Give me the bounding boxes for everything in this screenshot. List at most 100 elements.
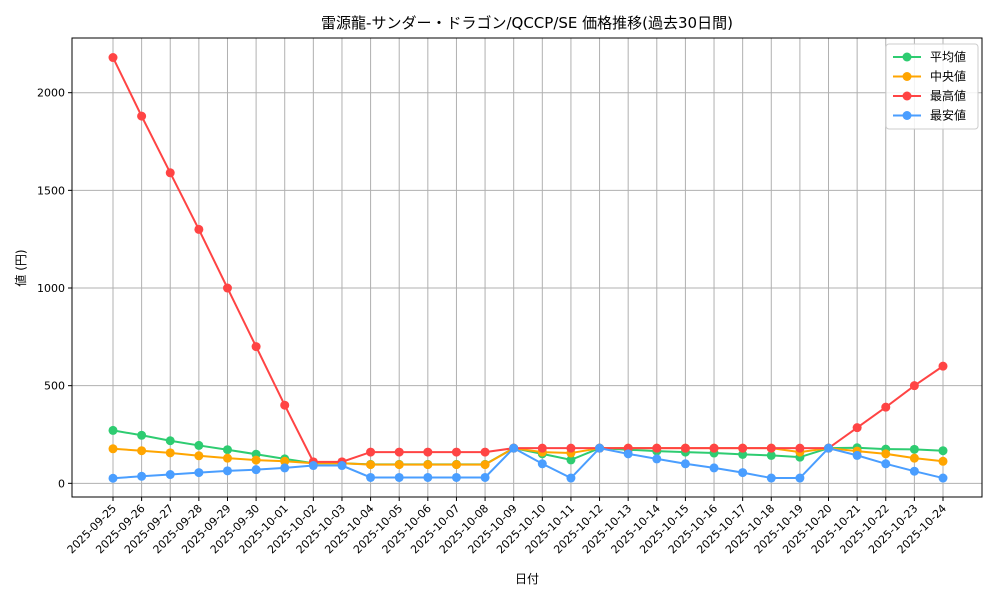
chart-title: 雷源龍-サンダー・ドラゴン/QCCP/SE 価格推移(過去30日間)	[321, 14, 733, 32]
data-point	[566, 443, 576, 453]
data-point	[938, 473, 948, 483]
data-point	[881, 402, 891, 412]
data-point	[680, 459, 690, 469]
data-point	[108, 425, 118, 435]
data-point	[280, 400, 290, 410]
data-point	[137, 430, 147, 440]
series-2	[108, 53, 948, 467]
data-point	[108, 444, 118, 454]
data-point	[222, 453, 232, 463]
data-point	[623, 449, 633, 459]
legend-label: 最安値	[930, 108, 966, 123]
data-point	[881, 459, 891, 469]
data-point	[251, 455, 261, 465]
x-axis-label: 日付	[515, 572, 539, 586]
data-point	[137, 111, 147, 121]
data-point	[738, 449, 748, 459]
data-point	[738, 443, 748, 453]
data-point	[709, 463, 719, 473]
y-tick-label: 1000	[37, 282, 65, 295]
y-tick-label: 500	[44, 380, 65, 393]
legend-marker	[902, 52, 912, 62]
data-point	[251, 342, 261, 352]
legend-label: 最高値	[930, 88, 966, 103]
data-point	[537, 443, 547, 453]
data-point	[165, 470, 175, 480]
data-point	[394, 460, 404, 470]
data-point	[165, 436, 175, 446]
data-point	[909, 466, 919, 476]
data-point	[366, 447, 376, 457]
data-point	[165, 168, 175, 178]
data-point	[194, 440, 204, 450]
data-point	[222, 466, 232, 476]
data-point	[366, 460, 376, 470]
data-point	[766, 450, 776, 460]
data-point	[222, 445, 232, 455]
data-point	[194, 468, 204, 478]
data-point	[709, 443, 719, 453]
data-point	[652, 454, 662, 464]
data-point	[881, 449, 891, 459]
data-point	[366, 472, 376, 482]
data-point	[652, 443, 662, 453]
data-point	[451, 472, 461, 482]
data-point	[566, 455, 576, 465]
series-line	[112, 447, 944, 466]
data-point	[595, 443, 605, 453]
data-point	[566, 473, 576, 483]
y-axis-label: 値 (円)	[13, 249, 28, 286]
plot-frame	[71, 37, 983, 498]
legend-marker	[902, 91, 912, 101]
data-point	[909, 381, 919, 391]
data-point	[137, 471, 147, 481]
data-point	[251, 465, 261, 475]
data-point	[165, 448, 175, 458]
data-point	[938, 446, 948, 456]
data-point	[194, 224, 204, 234]
data-point	[108, 53, 118, 63]
series-line	[112, 446, 944, 480]
data-point	[423, 460, 433, 470]
data-point	[480, 460, 490, 470]
data-point	[852, 450, 862, 460]
data-point	[423, 447, 433, 457]
data-point	[852, 423, 862, 433]
data-point	[766, 473, 776, 483]
data-point	[394, 472, 404, 482]
series-line	[112, 57, 944, 463]
data-point	[280, 463, 290, 473]
data-point	[451, 447, 461, 457]
data-point	[480, 472, 490, 482]
series-3	[108, 443, 948, 483]
data-point	[337, 461, 347, 471]
data-point	[795, 443, 805, 453]
data-point	[766, 443, 776, 453]
data-point	[280, 456, 290, 466]
data-point	[308, 461, 318, 471]
data-point	[108, 473, 118, 483]
y-tick-label: 0	[58, 477, 65, 490]
data-point	[938, 361, 948, 371]
data-point	[423, 472, 433, 482]
data-point	[537, 459, 547, 469]
data-point	[509, 443, 519, 453]
data-point	[824, 443, 834, 453]
legend-marker	[902, 111, 912, 120]
legend-label: 中央値	[930, 69, 966, 84]
data-point	[137, 446, 147, 456]
data-point	[938, 456, 948, 466]
legend-marker	[902, 72, 912, 81]
data-point	[222, 283, 232, 293]
data-point	[909, 453, 919, 463]
data-point	[909, 444, 919, 454]
data-point	[480, 447, 490, 457]
data-point	[394, 447, 404, 457]
y-tick-label: 1500	[37, 184, 65, 197]
y-tick-label: 2000	[37, 87, 65, 100]
legend-label: 平均値	[930, 49, 966, 64]
data-point	[451, 460, 461, 470]
data-point	[680, 443, 690, 453]
